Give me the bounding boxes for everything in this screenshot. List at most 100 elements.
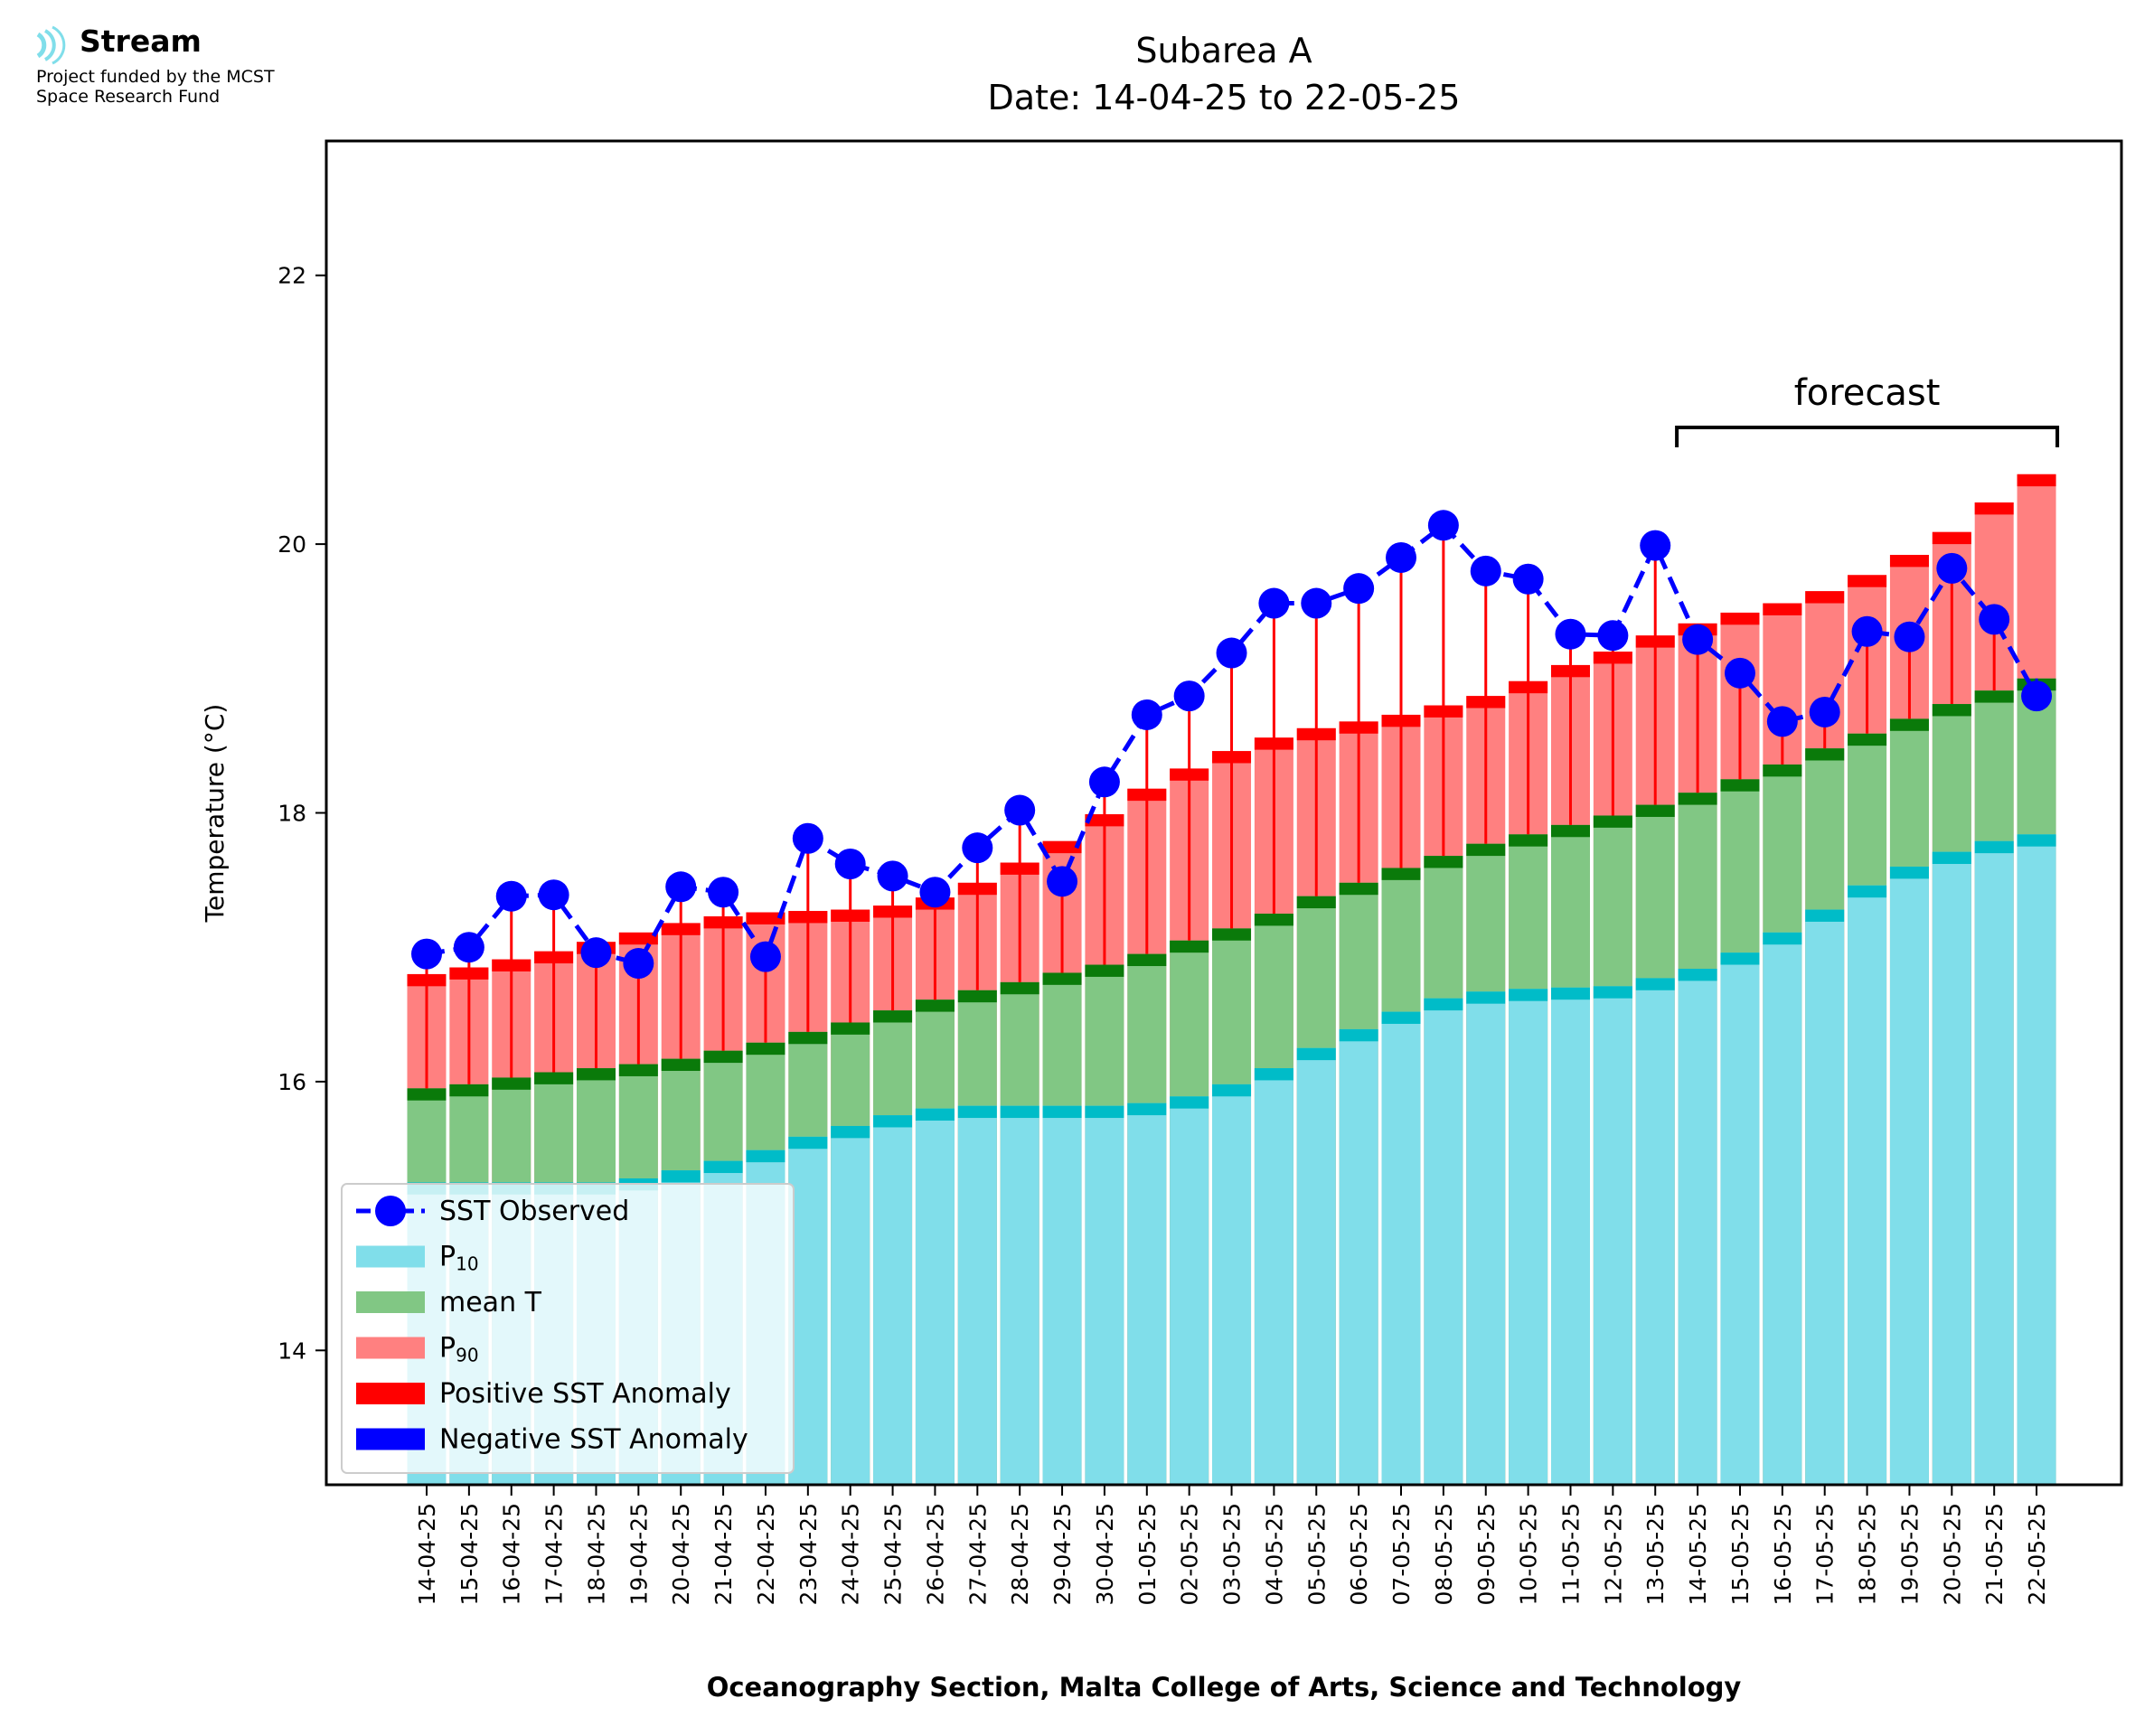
chart-subtitle: Date: 14-04-25 to 22-05-25 [988, 78, 1461, 117]
x-tick-label: 14-04-25 [414, 1503, 440, 1605]
sst-observed-point [1512, 563, 1544, 595]
stream-waves-icon [36, 25, 66, 65]
p10-bar [957, 1105, 997, 1485]
sst-observed-point [1597, 620, 1629, 652]
mean-cap [1593, 815, 1632, 828]
x-tick-label: 04-05-25 [1261, 1503, 1287, 1605]
mean-cap [492, 1077, 531, 1090]
p10-cap [1170, 1096, 1209, 1109]
p10-cap [1763, 932, 1802, 945]
x-tick-label: 27-04-25 [964, 1503, 991, 1605]
x-tick-label: 16-05-25 [1770, 1503, 1796, 1605]
sst-observed-point [1979, 604, 2010, 635]
mean-cap [873, 1010, 913, 1023]
mean-cap [746, 1042, 785, 1056]
x-tick-label: 25-04-25 [880, 1503, 907, 1605]
sst-observed-point [1851, 615, 1883, 647]
logo-name: Stream [80, 23, 202, 59]
mean-cap [788, 1031, 828, 1045]
sst-observed-point [1131, 699, 1162, 730]
p90-cap [1720, 612, 1760, 625]
p10-cap [1085, 1105, 1124, 1119]
x-tick-label: 02-05-25 [1177, 1503, 1203, 1605]
legend-sst-marker [375, 1196, 406, 1226]
p10-cap [957, 1105, 997, 1119]
sst-observed-point [1343, 573, 1375, 605]
p10-bar [1593, 986, 1632, 1485]
mean-cap [1424, 856, 1463, 868]
forecast-bracket [1675, 426, 2060, 447]
p10-bar [873, 1115, 913, 1485]
p10-bar [788, 1136, 828, 1485]
p10-cap [1848, 885, 1887, 898]
mean-cap [618, 1064, 658, 1076]
sst-observed-point [2021, 680, 2053, 712]
mean-cap [449, 1084, 489, 1097]
x-tick-label: 22-05-25 [2024, 1503, 2050, 1605]
sst-observed-point [1216, 637, 1247, 669]
sst-observed-point [1894, 621, 1925, 652]
legend-swatch-p10 [356, 1245, 425, 1268]
sst-observed-point [1724, 657, 1755, 689]
mean-cap [1889, 718, 1929, 731]
sst-observed-point [1682, 624, 1714, 655]
sst-observed-point [1936, 552, 1968, 584]
x-tick-label: 10-05-25 [1516, 1503, 1542, 1605]
mean-cap [1339, 882, 1378, 896]
legend-label-subscript: 10 [456, 1253, 478, 1275]
x-tick-label: 16-04-25 [499, 1503, 525, 1605]
mean-cap [407, 1088, 447, 1101]
logo-subtitle-line1: Project funded by the MCST [36, 67, 275, 87]
p10-bar [1848, 885, 1887, 1485]
mean-cap [576, 1068, 616, 1081]
p10-bar [1000, 1105, 1039, 1485]
p10-bar [1085, 1105, 1124, 1485]
mean-cap [1254, 914, 1293, 926]
legend-label-subscript: 90 [456, 1345, 478, 1366]
sst-observed-point [580, 937, 612, 969]
p10-cap [1127, 1103, 1167, 1116]
x-tick-label: 20-04-25 [668, 1503, 694, 1605]
x-tick-label: 06-05-25 [1346, 1503, 1372, 1605]
sst-observed-point [1301, 587, 1332, 619]
mean-cap [1000, 981, 1039, 995]
x-tick-label: 05-05-25 [1303, 1503, 1330, 1605]
legend-swatch-mean [356, 1291, 425, 1313]
p10-cap [1635, 978, 1675, 990]
p10-cap [1805, 909, 1845, 922]
x-tick-label: 22-04-25 [753, 1503, 779, 1605]
p10-cap [1381, 1011, 1421, 1024]
x-tick-label: 08-05-25 [1431, 1503, 1457, 1605]
p10-cap [703, 1160, 743, 1174]
sst-observed-point [495, 880, 527, 912]
y-axis-label: Temperature (°C) [200, 704, 230, 924]
sst-observed-point [962, 832, 993, 864]
p10-cap [788, 1136, 828, 1150]
mean-cap [703, 1050, 743, 1064]
mean-cap [1932, 704, 1971, 717]
x-tick-label: 23-04-25 [795, 1503, 822, 1605]
sst-observed-point [877, 860, 908, 892]
x-tick-label: 28-04-25 [1007, 1503, 1033, 1605]
p10-cap [1212, 1084, 1252, 1097]
p10-bar [1932, 851, 1971, 1485]
p10-cap [746, 1150, 785, 1163]
x-tick-label: 09-05-25 [1473, 1503, 1500, 1605]
sst-observed-point [1088, 766, 1120, 798]
p10-bar [1042, 1105, 1082, 1485]
p10-cap [831, 1125, 870, 1139]
x-tick-label: 01-05-25 [1134, 1503, 1161, 1605]
p10-cap [1974, 840, 2014, 854]
p10-bar [1550, 987, 1590, 1485]
mean-cap [1296, 896, 1336, 909]
x-tick-label: 21-04-25 [710, 1503, 737, 1605]
p10-bar [1720, 952, 1760, 1485]
mean-cap [661, 1058, 701, 1072]
legend-label-mean: mean T [439, 1287, 542, 1318]
p10-bar [1254, 1068, 1293, 1485]
sst-observed-point [1047, 866, 1078, 897]
y-tick-label: 16 [277, 1069, 306, 1095]
p90-cap [1042, 840, 1082, 854]
sst-observed-point [665, 871, 697, 903]
p10-cap [1042, 1105, 1082, 1119]
